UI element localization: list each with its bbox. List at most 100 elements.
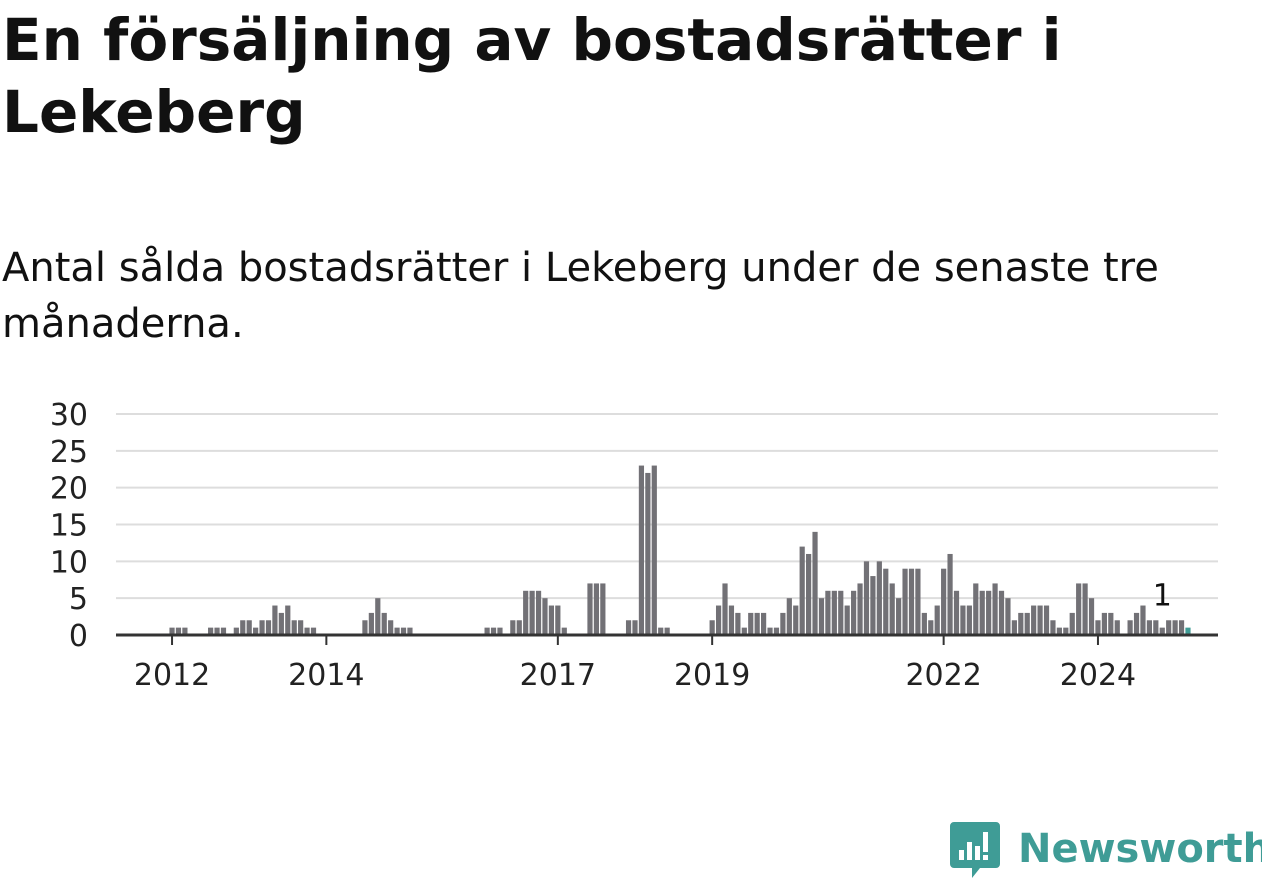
bar: [1146, 620, 1152, 635]
bar: [799, 546, 805, 635]
bar: [490, 627, 497, 635]
bar: [934, 605, 940, 635]
bar: [388, 620, 394, 635]
bar: [535, 590, 542, 635]
bar: [1172, 620, 1178, 635]
bar: [484, 627, 490, 635]
bar: [728, 605, 735, 635]
bar: [1043, 605, 1050, 635]
bar: [208, 627, 214, 635]
bar: [1076, 583, 1082, 635]
bar: [542, 598, 548, 635]
bar: [1037, 605, 1043, 635]
bar: [1095, 620, 1101, 635]
bar: [857, 583, 863, 635]
bar: [272, 605, 278, 635]
bar: [786, 598, 792, 635]
bar: [1088, 598, 1095, 635]
bar: [510, 620, 516, 635]
bar: [947, 553, 953, 635]
bar: [1024, 612, 1030, 635]
bar: [1031, 605, 1037, 635]
bar: [523, 590, 529, 635]
y-tick-label: 25: [50, 435, 88, 470]
x-tick-label: 2014: [288, 658, 364, 693]
bar: [851, 590, 857, 635]
data-label: 1: [1153, 579, 1172, 614]
bar: [645, 472, 651, 635]
bar: [1005, 598, 1011, 635]
y-tick-label: 20: [50, 472, 88, 507]
bar: [960, 605, 966, 635]
bar: [1185, 627, 1191, 635]
bar: [992, 583, 998, 635]
bar: [169, 627, 175, 635]
bar: [793, 605, 799, 635]
bar: [741, 627, 747, 635]
bar: [561, 627, 567, 635]
bar: [497, 627, 503, 635]
bar: [651, 465, 657, 635]
bar: [1178, 620, 1185, 635]
y-tick-label: 5: [69, 582, 88, 617]
bar: [310, 627, 317, 635]
bar: [1069, 612, 1075, 635]
bar: [979, 590, 985, 635]
bar: [246, 620, 252, 635]
bar: [278, 612, 284, 635]
bar: [1114, 620, 1120, 635]
bar: [921, 612, 927, 635]
bar: [529, 590, 535, 635]
bar: [253, 627, 259, 635]
bar: [664, 627, 670, 635]
bar: [953, 590, 960, 635]
bar: [400, 627, 407, 635]
bar: [362, 620, 368, 635]
bar: [555, 605, 561, 635]
bar: [587, 583, 593, 635]
x-tick-label: 2012: [134, 658, 210, 693]
bar: [812, 531, 818, 635]
bar: [896, 598, 902, 635]
bar: [1101, 612, 1107, 635]
bar: [1108, 612, 1114, 635]
x-tick-label: 2024: [1060, 658, 1136, 693]
bar: [748, 612, 754, 635]
bar: [863, 561, 870, 635]
bar: [780, 612, 786, 635]
y-tick-label: 10: [50, 545, 88, 580]
bar: [1133, 612, 1140, 635]
bar: [966, 605, 972, 635]
bar: [368, 612, 374, 635]
bar: [182, 627, 188, 635]
bar: [298, 620, 304, 635]
bar: [638, 465, 645, 635]
bar: [973, 583, 979, 635]
bar: [767, 627, 773, 635]
bar: [175, 627, 182, 635]
bar: [1127, 620, 1133, 635]
bar: [709, 620, 715, 635]
y-tick-label: 0: [69, 619, 88, 654]
bar: [754, 612, 760, 635]
bar: [1166, 620, 1172, 635]
bar: [214, 627, 220, 635]
bar: [844, 605, 850, 635]
bar: [1050, 620, 1056, 635]
bar: [889, 583, 895, 635]
bar: [1082, 583, 1088, 635]
bar: [883, 568, 889, 635]
bar: [735, 612, 741, 635]
brand-name: Newsworthy: [1018, 826, 1262, 872]
bar: [915, 568, 921, 635]
bar: [593, 583, 600, 635]
bar: [233, 627, 239, 635]
bar: [291, 620, 297, 635]
bar: [1153, 620, 1159, 635]
bar: [870, 576, 876, 635]
bar: [1159, 627, 1165, 635]
newsworthy-logo-icon: [950, 822, 1000, 878]
brand-logo: Newsworthy: [950, 818, 1262, 880]
bar: [1056, 627, 1062, 635]
